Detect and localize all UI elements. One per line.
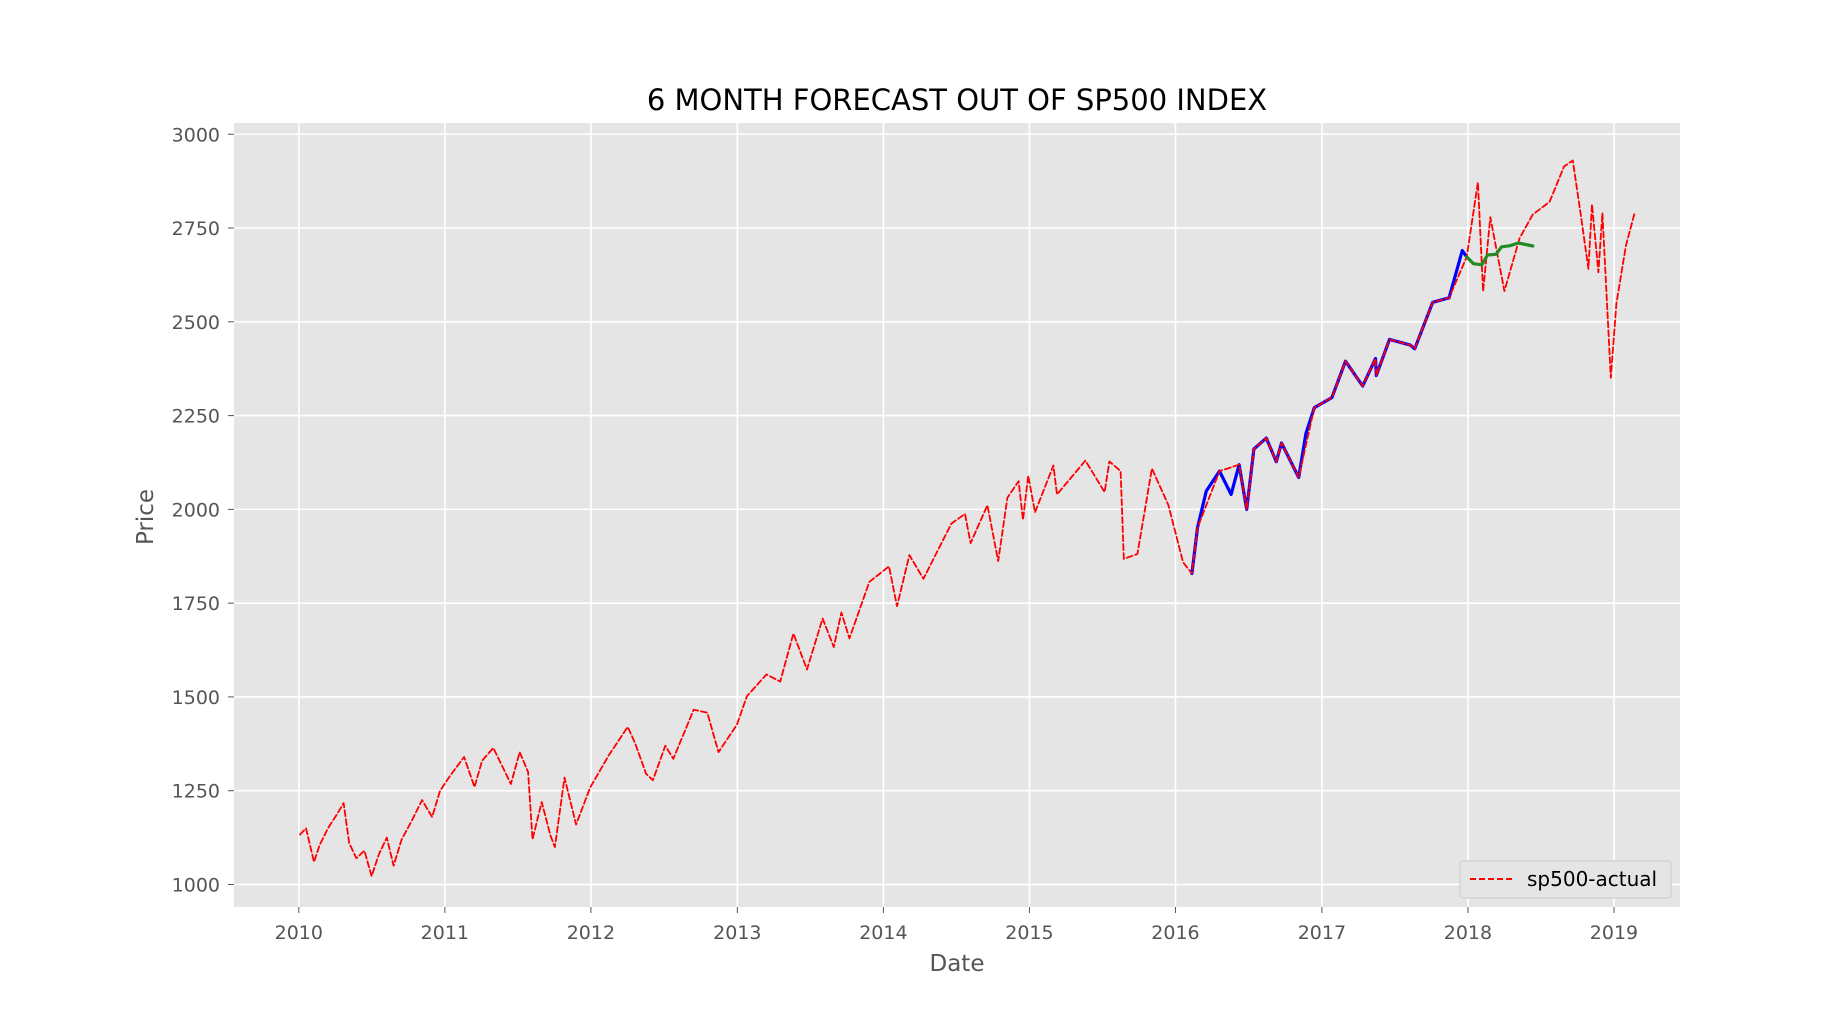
series-layer xyxy=(299,159,1636,878)
y-tick-label-2000: 2000 xyxy=(172,499,220,521)
legend: sp500-actual xyxy=(1459,860,1672,899)
x-tick-label-2014: 2014 xyxy=(859,922,907,944)
x-tick-label-2017: 2017 xyxy=(1298,922,1346,944)
y-tick-label-1000: 1000 xyxy=(172,874,220,896)
y-tick-label-1750: 1750 xyxy=(172,593,220,615)
y-tick-label-3000: 3000 xyxy=(172,124,220,146)
x-tick-label-2019: 2019 xyxy=(1590,922,1638,944)
chart-title: 6 MONTH FORECAST OUT OF SP500 INDEX xyxy=(647,83,1267,117)
y-tick-label-2250: 2250 xyxy=(172,406,220,428)
y-axis-title: Price xyxy=(133,489,159,545)
x-axis-title: Date xyxy=(930,951,985,977)
axis-ticks: 2010 2011 2012 2013 2014 2015 2016 2017 2018 2019… xyxy=(172,124,1639,944)
y-tick-label-1500: 1500 xyxy=(172,687,220,709)
y-tick-label-2750: 2750 xyxy=(172,218,220,240)
x-tick-label-2013: 2013 xyxy=(713,922,761,944)
y-tick-label-2500: 2500 xyxy=(172,312,220,334)
plot-area xyxy=(234,123,1680,907)
grid-lines xyxy=(234,123,1680,907)
x-tick-label-2016: 2016 xyxy=(1151,922,1199,944)
x-tick-label-2018: 2018 xyxy=(1444,922,1492,944)
x-tick-label-2011: 2011 xyxy=(421,922,469,944)
y-tick-label-1250: 1250 xyxy=(172,781,220,803)
legend-label-actual: sp500-actual xyxy=(1527,867,1657,891)
series-line-fitted xyxy=(1190,248,1469,576)
series-line-actual xyxy=(299,159,1636,878)
legend-box xyxy=(1459,860,1672,899)
x-tick-label-2015: 2015 xyxy=(1005,922,1053,944)
series-line-forecast xyxy=(1465,241,1535,267)
x-tick-label-2012: 2012 xyxy=(567,922,615,944)
x-tick-label-2010: 2010 xyxy=(275,922,323,944)
